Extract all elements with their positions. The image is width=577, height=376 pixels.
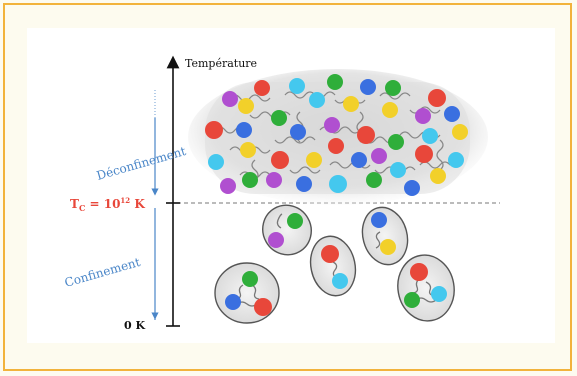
meson-blue-yellow [361,206,409,266]
meson-green-purple [262,204,312,256]
baryon-left [214,262,280,324]
plasma-quarks [205,74,468,196]
confinement-label: Confinement [63,255,142,290]
svg-text:TC = 1012 K: TC = 1012 K [70,196,145,213]
temperature-label: Température [185,57,257,70]
tc-label: TC = 1012 K [70,196,145,213]
baryon-right [397,254,455,322]
zero-kelvin-label: 0 K [124,319,145,332]
meson-red-cyan [309,235,357,297]
